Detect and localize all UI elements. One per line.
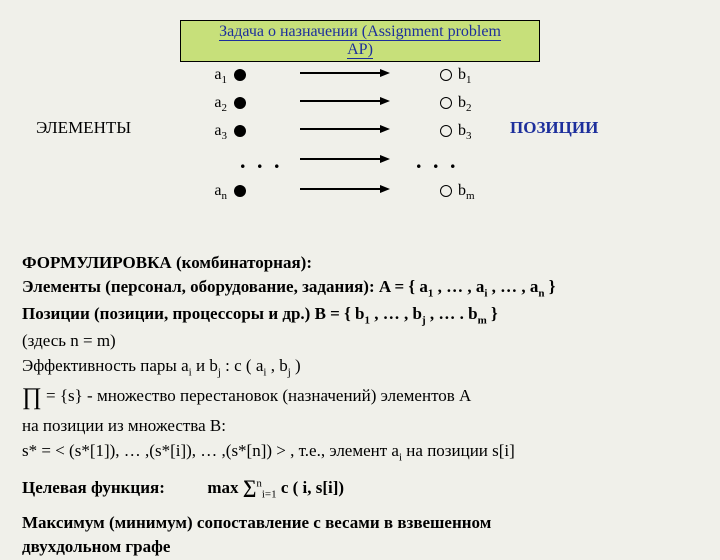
l3sm: m	[478, 315, 487, 327]
l7: на позиции из множества B:	[22, 416, 226, 435]
right-node-label: b3	[458, 122, 480, 142]
title-box: Задача о назначении (Assignment problem …	[180, 20, 540, 62]
l3d: }	[487, 304, 498, 323]
l5a: Эффективность пары a	[22, 356, 189, 375]
left-node-label: a2	[205, 94, 227, 114]
empty-dot-icon	[440, 185, 452, 197]
l3c: , … . b	[426, 304, 478, 323]
l2c: , … , a	[487, 277, 538, 296]
l5c: : c ( a	[221, 356, 263, 375]
bipartite-diagram: ЭЛЕМЕНТЫ ПОЗИЦИИ a1b1a2b2a3b3. . .. . .a…	[0, 60, 720, 240]
l4: (здесь n = m)	[22, 331, 116, 350]
arrow-icon	[300, 68, 390, 70]
left-node-label: a1	[205, 66, 227, 86]
right-node-label: b1	[458, 66, 480, 86]
right-node-label: b2	[458, 94, 480, 114]
l9d: c ( i, s[i])	[277, 478, 345, 497]
prod-symbol: ∏	[22, 384, 42, 410]
l9b: max	[207, 478, 242, 497]
arrow-icon	[300, 184, 390, 186]
l9a: Целевая функция:	[22, 478, 165, 497]
filled-dot-icon	[234, 97, 246, 109]
left-node-label: a3	[205, 122, 227, 142]
l9sub: i=1	[262, 488, 277, 500]
l10: Максимум (минимум) сопоставление с весам…	[22, 513, 491, 532]
arrow-icon	[300, 154, 390, 156]
l3a: Позиции (позиции, процессоры и др.) B = …	[22, 304, 365, 323]
l3b: , … , b	[370, 304, 422, 323]
title-text: Задача о назначении (Assignment problem …	[219, 23, 501, 59]
l5e: )	[291, 356, 301, 375]
filled-dot-icon	[234, 125, 246, 137]
l2b: , … , a	[433, 277, 484, 296]
formulation-text: ФОРМУЛИРОВКА (комбинаторная): Элементы (…	[22, 252, 698, 560]
diagram-row: an bm	[0, 180, 720, 208]
empty-dot-icon	[440, 125, 452, 137]
l2d: }	[545, 277, 556, 296]
sigma-symbol: ∑	[243, 477, 257, 498]
left-node-label: an	[205, 182, 227, 202]
arrow-icon	[300, 124, 390, 126]
l5d: , b	[266, 356, 287, 375]
l2a: Элементы (персонал, оборудование, задани…	[22, 277, 428, 296]
empty-dot-icon	[440, 97, 452, 109]
diagram-row: a2 b2	[0, 92, 720, 120]
l6b: = {s} - множество перестановок (назначен…	[42, 386, 472, 405]
right-node-label: bm	[458, 182, 480, 202]
l5b: и b	[192, 356, 218, 375]
line1: ФОРМУЛИРОВКА (комбинаторная):	[22, 253, 312, 272]
diagram-row: a3 b3	[0, 120, 720, 148]
arrow-icon	[300, 96, 390, 98]
empty-dot-icon	[440, 69, 452, 81]
diagram-row: a1 b1	[0, 64, 720, 92]
filled-dot-icon	[234, 69, 246, 81]
l8a: s* = < (s*[1]), … ,(s*[i]), … ,(s*[n]) >…	[22, 441, 399, 460]
l8b: на позиции s[i]	[402, 441, 515, 460]
filled-dot-icon	[234, 185, 246, 197]
diagram-row	[0, 150, 720, 178]
